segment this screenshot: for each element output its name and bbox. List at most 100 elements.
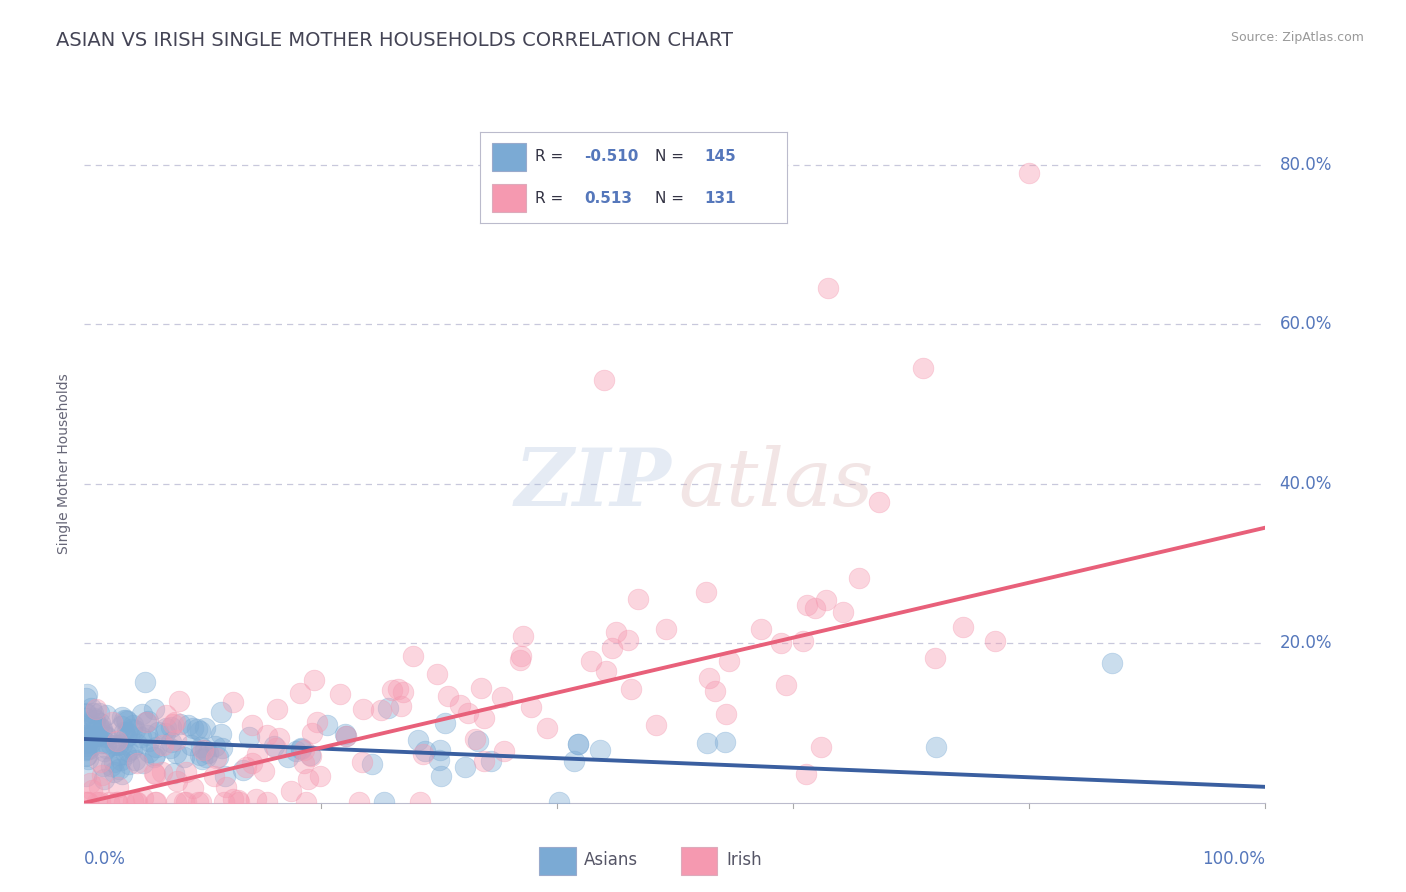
Point [209, 705, 232, 719]
Point [509, 653, 531, 667]
Point [228, 795, 250, 809]
Point [142, 702, 165, 716]
Text: 20.0%: 20.0% [1279, 634, 1331, 652]
Point [89, 715, 111, 730]
Point [103, 755, 125, 769]
Point [75, 690, 97, 705]
Point [717, 654, 740, 668]
Point [143, 747, 166, 762]
Point [76, 734, 98, 748]
Point [412, 747, 434, 761]
Point [581, 654, 603, 668]
Point [143, 750, 166, 764]
Point [76, 687, 98, 701]
Point [112, 725, 135, 739]
Point [704, 684, 727, 698]
Point [122, 794, 145, 808]
Point [105, 795, 128, 809]
Point [285, 744, 308, 758]
Point [467, 734, 489, 748]
Point [82, 783, 104, 797]
Point [695, 584, 717, 599]
Point [370, 703, 392, 717]
Text: 0.0%: 0.0% [84, 850, 127, 868]
Point [453, 759, 475, 773]
Point [434, 716, 457, 731]
Point [131, 790, 153, 805]
Point [509, 649, 531, 664]
Point [188, 747, 211, 762]
Point [110, 753, 132, 767]
Point [76, 752, 98, 766]
Point [143, 767, 166, 781]
Point [751, 622, 773, 636]
Point [205, 751, 228, 765]
Point [408, 733, 430, 747]
Point [238, 730, 260, 744]
Point [1101, 657, 1123, 671]
Point [174, 764, 197, 779]
Point [180, 738, 202, 752]
Point [588, 743, 610, 757]
Point [80, 719, 103, 733]
Point [194, 721, 217, 735]
Point [118, 728, 141, 742]
Point [77, 795, 100, 809]
Point [165, 732, 187, 747]
Point [212, 795, 235, 809]
Point [294, 756, 316, 770]
Point [449, 698, 471, 712]
Point [803, 600, 825, 615]
Point [389, 699, 412, 714]
Point [645, 718, 668, 732]
Point [215, 780, 238, 794]
Point [595, 664, 617, 678]
Point [256, 728, 278, 742]
Point [98, 795, 121, 809]
Point [94, 731, 117, 745]
Point [429, 742, 451, 756]
Point [190, 795, 212, 809]
Point [91, 736, 114, 750]
Point [297, 772, 319, 786]
Point [770, 636, 793, 650]
Point [925, 739, 948, 754]
Point [114, 714, 136, 728]
Point [235, 760, 257, 774]
Point [76, 729, 98, 743]
Point [301, 725, 323, 739]
Point [152, 738, 174, 752]
Text: 40.0%: 40.0% [1279, 475, 1331, 492]
Point [127, 737, 149, 751]
Point [381, 682, 404, 697]
Point [80, 735, 103, 749]
Point [298, 748, 321, 763]
Point [135, 715, 157, 730]
Point [347, 795, 370, 809]
Point [848, 570, 870, 584]
Point [155, 708, 177, 723]
Point [190, 740, 212, 755]
Text: ASIAN VS IRISH SINGLE MOTHER HOUSEHOLDS CORRELATION CHART: ASIAN VS IRISH SINGLE MOTHER HOUSEHOLDS … [56, 31, 734, 50]
Point [83, 711, 105, 725]
Point [226, 793, 249, 807]
Point [160, 720, 183, 734]
Point [222, 792, 245, 806]
Point [316, 718, 339, 732]
Point [186, 722, 208, 736]
Point [437, 690, 460, 704]
Point [814, 592, 837, 607]
Point [115, 730, 138, 744]
Point [173, 750, 195, 764]
Point [122, 718, 145, 732]
Point [159, 735, 181, 749]
Point [112, 795, 135, 809]
Point [75, 741, 97, 756]
Point [775, 678, 797, 692]
Point [520, 699, 543, 714]
Point [593, 373, 616, 387]
Point [655, 622, 678, 636]
Point [105, 795, 128, 809]
Point [266, 702, 288, 716]
Point [177, 718, 200, 732]
